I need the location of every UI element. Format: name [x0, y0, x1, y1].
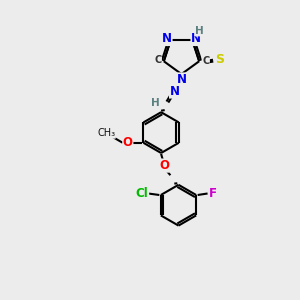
Text: H: H [195, 26, 203, 36]
Text: C: C [154, 55, 161, 65]
Text: C: C [202, 56, 209, 66]
Text: N: N [191, 32, 201, 46]
Text: CH₃: CH₃ [97, 128, 115, 138]
Text: O: O [123, 136, 133, 149]
Text: H: H [151, 98, 160, 109]
Text: F: F [209, 187, 217, 200]
Text: N: N [176, 73, 187, 86]
Text: O: O [159, 159, 169, 172]
Text: S: S [215, 53, 224, 66]
Text: Cl: Cl [136, 187, 148, 200]
Text: N: N [169, 85, 180, 98]
Text: N: N [162, 32, 172, 46]
